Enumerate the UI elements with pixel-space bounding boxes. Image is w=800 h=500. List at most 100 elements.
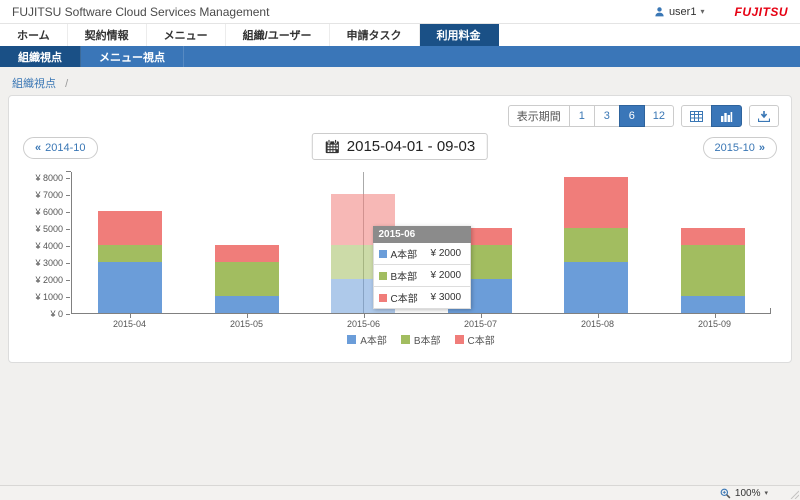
next-period-label: 2015-10 [714, 142, 755, 154]
x-axis-tick-label: 2015-04 [112, 319, 147, 329]
fujitsu-logo: FUJITSU [734, 4, 788, 19]
x-axis-tick-mark [714, 314, 716, 318]
stacked-bar-2015-05 [214, 245, 279, 313]
y-axis-tick-mark [66, 297, 70, 298]
resize-grip[interactable] [789, 489, 799, 499]
breadcrumb-current[interactable]: 組織視点 [12, 78, 56, 90]
bar-segment[interactable] [214, 262, 279, 296]
y-axis-tick-mark [66, 263, 70, 264]
x-axis-tick-mark [246, 314, 248, 318]
bar-segment[interactable] [680, 296, 745, 313]
tooltip-series-value: ¥ 2000 [430, 248, 462, 259]
period-button-3[interactable]: 3 [593, 105, 620, 127]
y-axis-tick-label: ¥ 0 [50, 309, 63, 319]
chart-view-button[interactable] [711, 105, 742, 127]
bar-segment[interactable] [214, 296, 279, 313]
user-menu[interactable]: user1 ▾ [654, 6, 705, 18]
x-axis-tick-label: 2015-06 [346, 319, 381, 329]
x-axis-tick-mark [363, 314, 365, 318]
prev-period-label: 2014-10 [45, 142, 86, 154]
bar-segment[interactable] [680, 228, 745, 245]
main-nav: ホーム 契約情報 メニュー 組織/ユーザー 申請タスク 利用料金 [0, 24, 800, 46]
date-range-picker[interactable]: 2015-04-01 - 09-03 [311, 133, 489, 160]
download-icon [758, 110, 770, 122]
bar-segment[interactable] [98, 245, 163, 262]
bar-segment[interactable] [564, 262, 629, 313]
bar-slot-2015-04 [72, 172, 189, 313]
tooltip-series-value: ¥ 2000 [430, 270, 462, 281]
date-range-label: 2015-04-01 - 09-03 [346, 138, 476, 155]
legend-item-0[interactable]: A本部 [347, 332, 387, 347]
legend-swatch [400, 335, 410, 344]
x-axis-tick-label: 2015-09 [697, 319, 732, 329]
x-axis-tick-mark [480, 314, 482, 318]
nav-tab-1[interactable]: 契約情報 [68, 24, 147, 46]
bar-slot-2015-09 [655, 172, 772, 313]
subnav-item-1[interactable]: メニュー視点 [81, 46, 184, 67]
chevron-down-icon: ▾ [700, 7, 705, 16]
period-button-1[interactable]: 1 [568, 105, 595, 127]
legend-label: C本部 [467, 336, 495, 347]
nav-tab-3[interactable]: 組織/ユーザー [226, 24, 330, 46]
nav-tab-2[interactable]: メニュー [147, 24, 226, 46]
sub-nav: 組織視点 メニュー視点 [0, 46, 800, 67]
prev-period-button[interactable]: « 2014-10 [23, 137, 98, 159]
bar-segment[interactable] [680, 245, 745, 296]
browser-status-bar: 100% ▾ [0, 485, 800, 500]
chart: A本部 B本部 C本部 2015-06 A本部 ¥ 2000 B本部 ¥ 2000 C本部 ¥… [21, 171, 779, 356]
x-axis-tick-mark [129, 314, 131, 318]
tooltip-swatch [378, 271, 387, 280]
nav-tab-4[interactable]: 申請タスク [330, 24, 420, 46]
chevron-left-icon: « [35, 142, 42, 154]
zoom-level: 100% [734, 487, 761, 499]
next-period-button[interactable]: 2015-10 » [702, 137, 777, 159]
tooltip-row-2: C本部 ¥ 3000 [372, 287, 471, 309]
period-button-12[interactable]: 12 [643, 105, 674, 127]
tooltip-swatch [378, 249, 387, 258]
download-button[interactable] [749, 105, 779, 127]
y-axis-tick-mark [66, 178, 70, 179]
y-axis-tick-label: ¥ 1000 [35, 292, 63, 302]
bar-segment[interactable] [564, 177, 629, 228]
legend-item-1[interactable]: B本部 [400, 332, 441, 347]
bar-chart-view-icon [721, 111, 733, 122]
y-axis-tick-mark [66, 246, 70, 247]
tooltip-series-name: A本部 [390, 250, 418, 261]
chart-toolbar: 表示期間 1 3 6 12 [507, 105, 779, 127]
y-axis-tick-mark [66, 280, 70, 281]
nav-tab-0[interactable]: ホーム [0, 24, 68, 46]
bar-segment[interactable] [98, 262, 163, 313]
bar-slot-2015-08 [538, 172, 655, 313]
calendar-icon [325, 139, 339, 154]
plot-area [66, 171, 771, 314]
tooltip-row-1: B本部 ¥ 2000 [372, 265, 471, 287]
table-view-button[interactable] [681, 105, 712, 127]
y-axis-tick-mark [66, 314, 70, 315]
nav-tab-5[interactable]: 利用料金 [419, 24, 499, 46]
x-axis-tick-label: 2015-08 [580, 319, 615, 329]
tooltip-title: 2015-06 [372, 226, 471, 243]
bar-segment[interactable] [214, 245, 279, 262]
y-axis-tick-label: ¥ 4000 [35, 241, 63, 251]
app-title: FUJITSU Software Cloud Services Manageme… [12, 4, 270, 19]
legend-item-2[interactable]: C本部 [454, 332, 495, 347]
bar-slots [72, 172, 771, 313]
legend-swatch [454, 335, 464, 344]
stacked-bar-2015-04 [98, 211, 163, 313]
bar-segment[interactable] [564, 228, 629, 262]
tooltip-swatch [378, 293, 387, 302]
breadcrumb: 組織視点 / [0, 67, 800, 91]
bar-slot-2015-05 [189, 172, 306, 313]
bar-segment[interactable] [98, 211, 163, 245]
titlebar: FUJITSU Software Cloud Services Manageme… [0, 0, 800, 24]
chart-legend: A本部 B本部 C本部 [71, 332, 771, 347]
period-button-group: 表示期間 1 3 6 12 [507, 105, 674, 127]
browser-zoom-control[interactable]: 100% ▾ [720, 488, 768, 499]
subnav-item-0[interactable]: 組織視点 [0, 46, 81, 67]
legend-label: A本部 [360, 336, 387, 347]
y-axis-tick-mark [66, 229, 70, 230]
stacked-bar-2015-09 [680, 228, 745, 313]
chart-tooltip: 2015-06 A本部 ¥ 2000 B本部 ¥ 2000 C本部 ¥ 3000 [372, 226, 471, 309]
period-button-6[interactable]: 6 [618, 105, 645, 127]
magnifier-icon [720, 488, 731, 498]
